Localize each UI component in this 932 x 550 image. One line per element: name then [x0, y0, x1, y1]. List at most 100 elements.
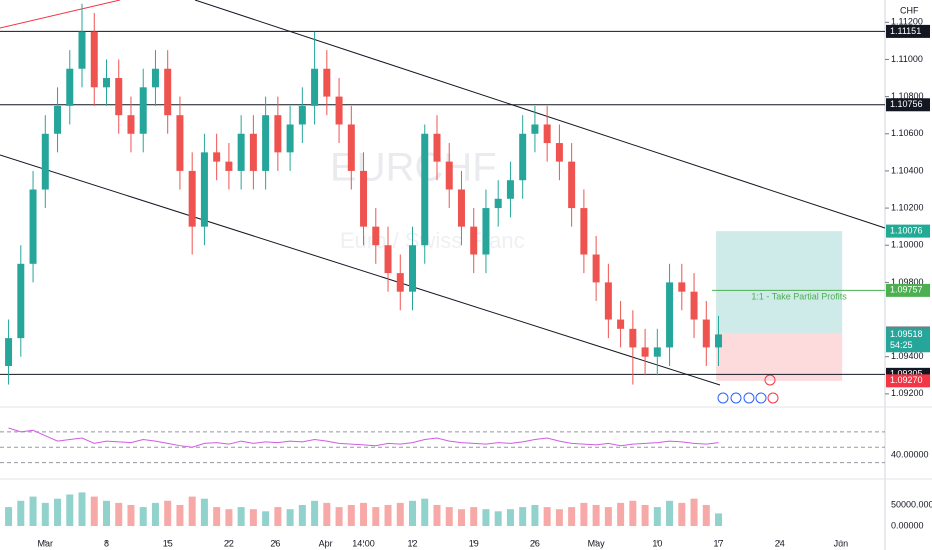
candle-body — [17, 263, 25, 339]
volume-bar — [311, 500, 319, 526]
price-tick-label: 1.09200 — [891, 388, 924, 398]
candle-body — [347, 124, 355, 171]
candle-body — [90, 31, 98, 88]
candle-body — [249, 133, 257, 171]
volume-bar — [555, 509, 563, 526]
candle-body — [555, 143, 563, 162]
candle-body — [5, 338, 13, 366]
volume-bar — [17, 500, 25, 526]
candle-body — [543, 124, 551, 144]
volume-bar — [409, 500, 417, 526]
candle-body — [457, 189, 465, 227]
volume-bar — [286, 509, 294, 526]
volume-bar — [335, 507, 343, 526]
candle-body — [384, 245, 392, 274]
candle-body — [262, 115, 270, 171]
volume-bar — [249, 509, 257, 526]
candle-body — [298, 105, 306, 125]
volume-bar — [457, 509, 465, 526]
channel-upper — [194, 0, 886, 229]
volume-bar — [629, 500, 637, 526]
price-tag — [886, 283, 930, 297]
trend-line — [0, 0, 121, 29]
candle-body — [200, 152, 208, 227]
partial-label: 1:1 - Take Partial Profits — [751, 292, 847, 302]
price-tag — [886, 24, 930, 38]
volume-bar — [653, 507, 661, 526]
time-tick-label: 22 — [224, 538, 234, 548]
volume-bar — [90, 496, 98, 526]
candle-body — [372, 226, 380, 246]
volume-bar — [115, 502, 123, 526]
volume-bar — [151, 502, 159, 526]
price-tick-label: 1.10600 — [891, 128, 924, 138]
time-tick-label: 12 — [408, 538, 418, 548]
candle-body — [506, 180, 514, 199]
volume-bar — [66, 494, 74, 526]
rsi-line — [8, 427, 719, 448]
volume-bar — [188, 496, 196, 526]
volume-bar — [506, 509, 514, 526]
price-tag — [886, 98, 930, 112]
volume-bar — [200, 498, 208, 526]
volume-bar — [372, 507, 380, 526]
volume-bar — [470, 507, 478, 526]
time-tick-label: 14:00 — [352, 538, 375, 548]
candle-body — [421, 133, 429, 246]
time-tick-label: 19 — [469, 538, 479, 548]
volume-tick-label: 50000.00000 — [891, 499, 932, 509]
price-tick-label: 1.10800 — [891, 91, 924, 101]
volume-bar — [78, 492, 86, 526]
event-icons — [717, 374, 779, 404]
volume-bar — [604, 507, 612, 526]
volume-bar — [237, 507, 245, 526]
volume-bar — [323, 502, 331, 526]
volume-bar — [641, 504, 649, 526]
price-tag-label: 1.10756 — [890, 99, 923, 109]
volume-bar — [176, 504, 184, 526]
volume-bar — [666, 500, 674, 526]
candle-body — [519, 133, 527, 181]
volume-bar — [433, 504, 441, 526]
candle-body — [213, 152, 221, 162]
candle-body — [568, 161, 576, 209]
price-tick-label: 1.11000 — [891, 54, 923, 64]
candle-body — [702, 319, 710, 348]
price-tick-label: 1.11200 — [891, 17, 923, 27]
countdown: 54:25 — [890, 340, 913, 350]
candle-body — [139, 87, 147, 134]
volume-bar — [702, 504, 710, 526]
time-tick-label: Jun — [834, 538, 849, 548]
volume-bar — [421, 498, 429, 526]
candle-body — [531, 124, 539, 134]
candle-body — [641, 347, 649, 357]
volume-bar — [225, 509, 233, 526]
candle-body — [311, 68, 319, 106]
candle-body — [482, 208, 490, 255]
volume-bar — [298, 504, 306, 526]
volume-bar — [274, 507, 282, 526]
profit-zone — [716, 231, 843, 333]
candle-body — [666, 282, 674, 348]
candle-body — [188, 170, 196, 227]
price-tag — [886, 224, 930, 238]
time-tick-label: May — [588, 538, 606, 548]
volume-bar — [384, 504, 392, 526]
price-tick-label: 1.09800 — [891, 277, 924, 287]
price-tick-label: 1.09400 — [891, 351, 924, 361]
loss-zone — [716, 332, 843, 381]
candle-body — [396, 273, 404, 292]
candle-body — [445, 161, 453, 190]
candle-body — [592, 254, 600, 283]
volume-bar — [41, 502, 49, 526]
volume-bar — [568, 507, 576, 526]
price-tag-label: 1.10076 — [890, 225, 923, 235]
candle-body — [115, 78, 123, 116]
volume-bar — [580, 502, 588, 526]
currency-label: CHF — [900, 5, 919, 15]
volume-bar — [519, 507, 527, 526]
candle-body — [580, 208, 588, 255]
volume-bar — [396, 502, 404, 526]
price-tag-label: 1.11151 — [890, 26, 921, 36]
